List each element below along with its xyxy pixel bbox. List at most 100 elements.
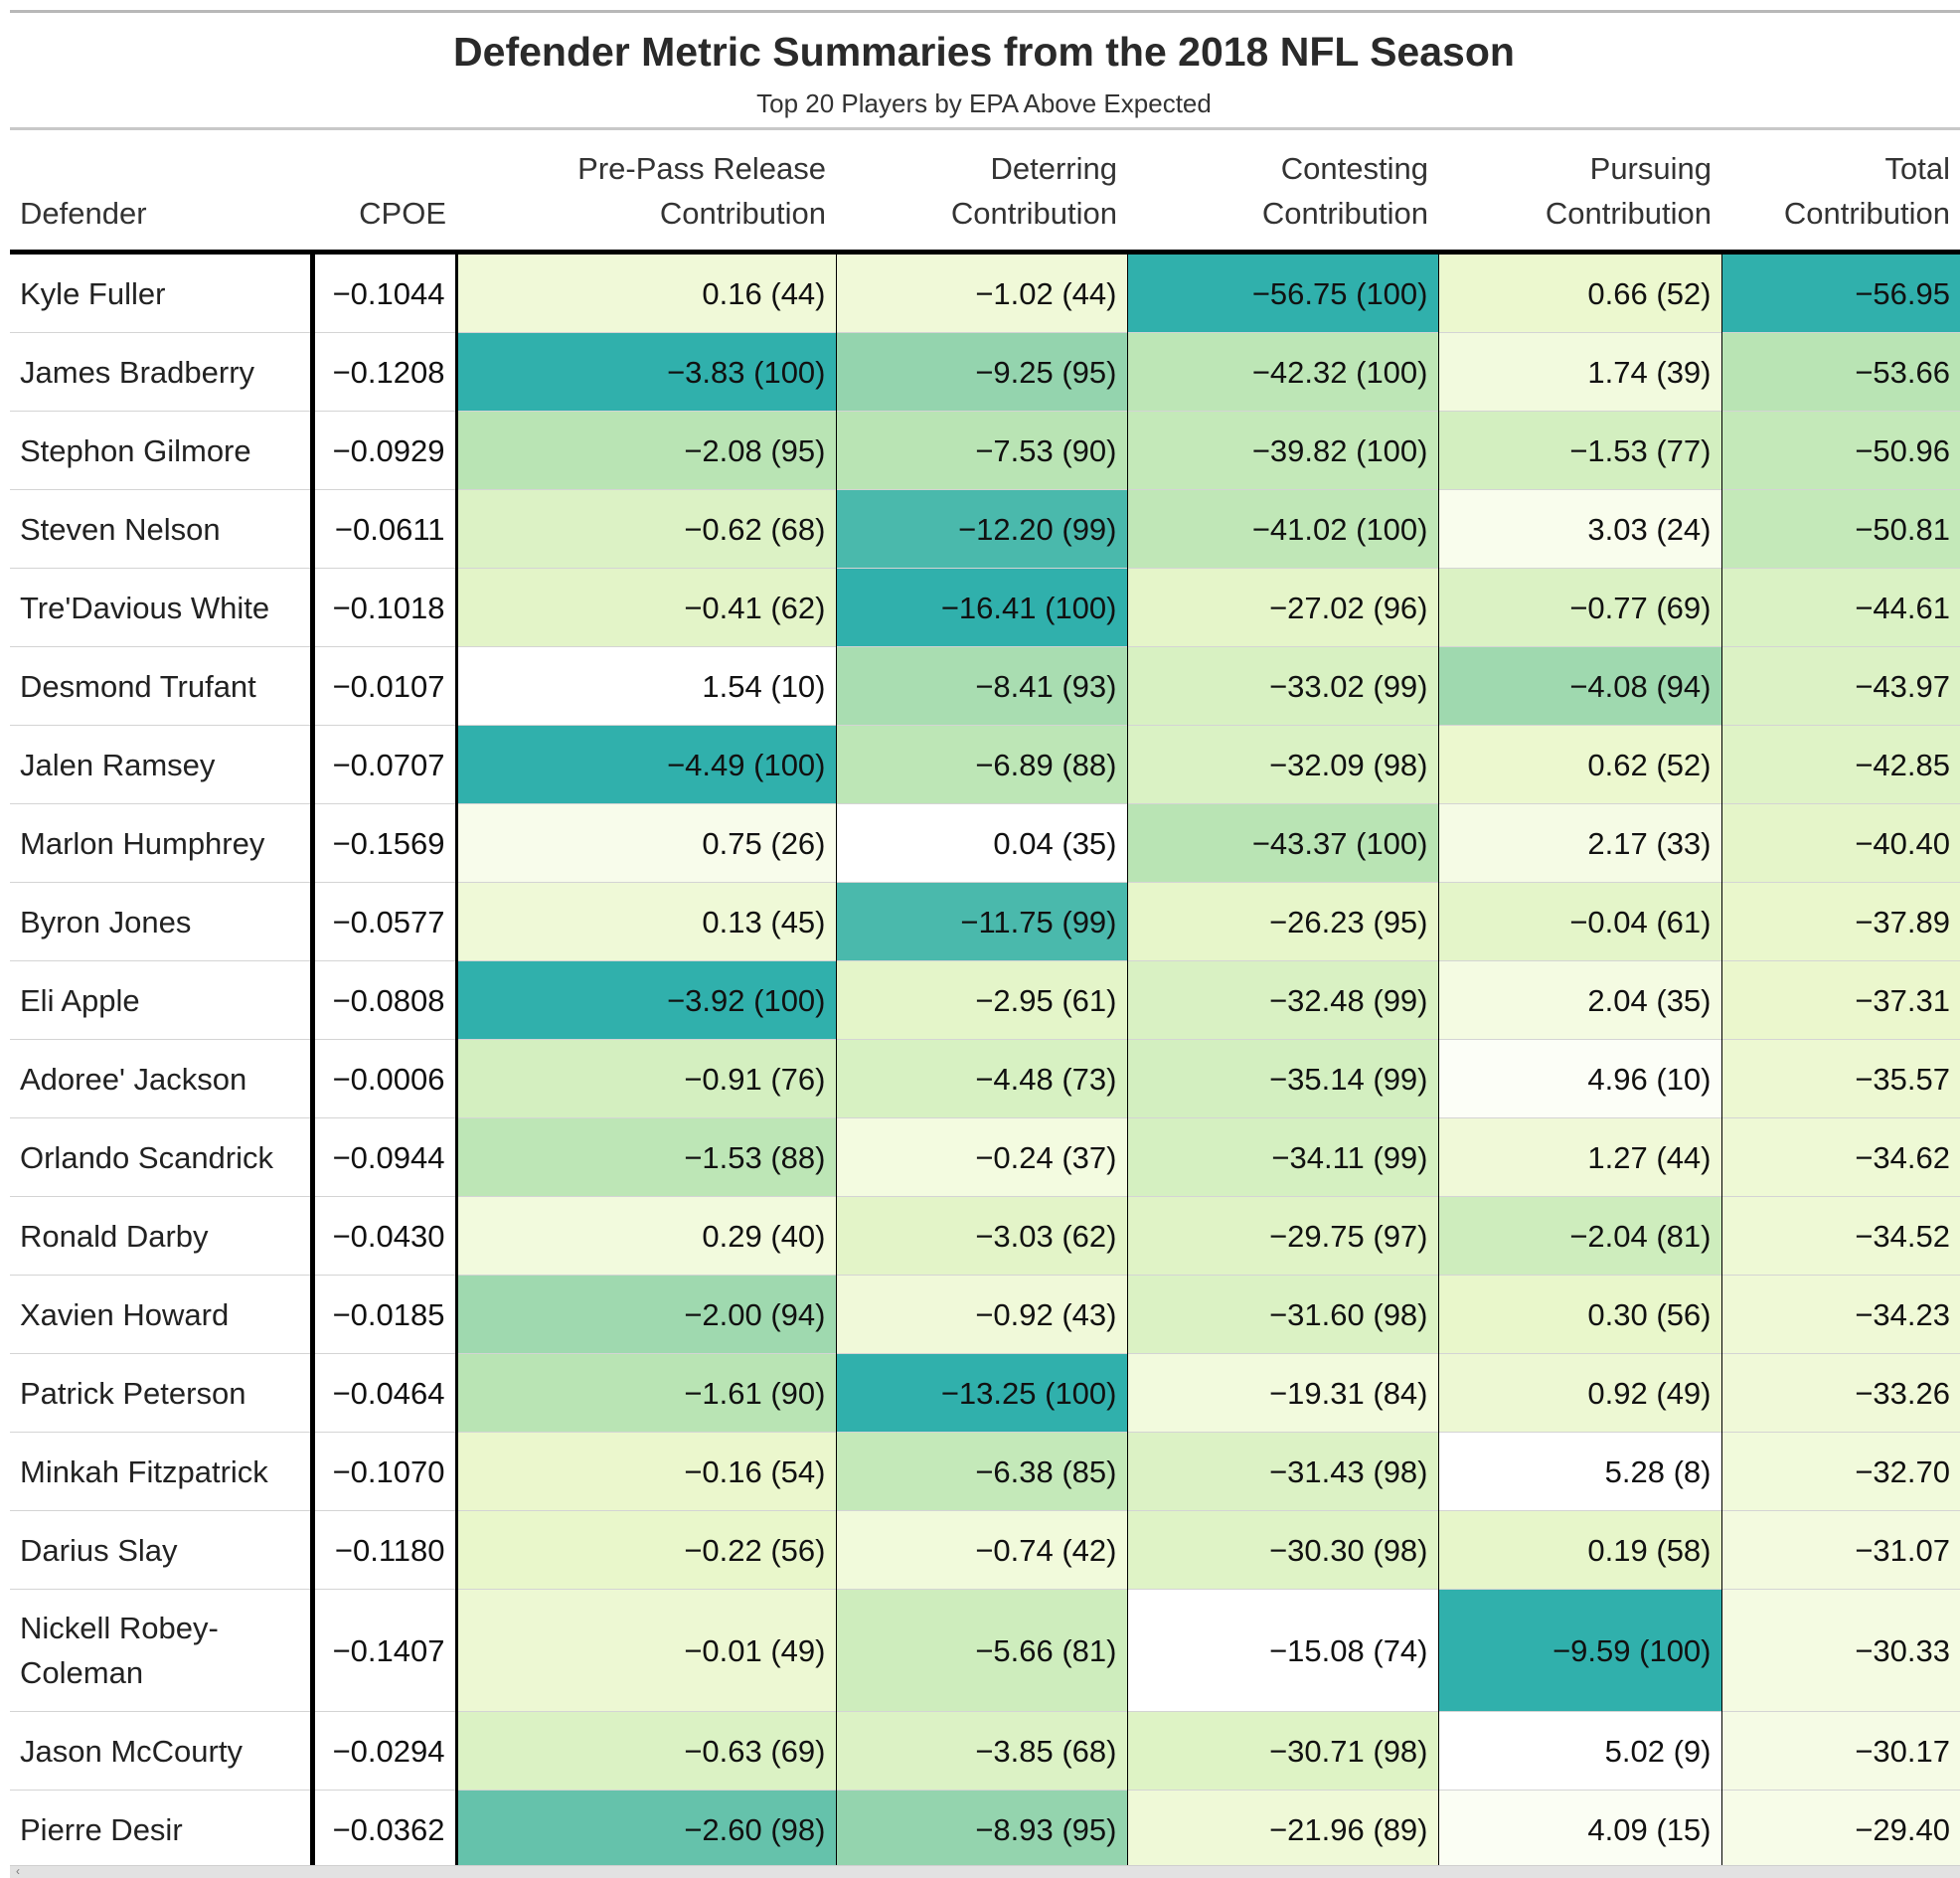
cell-cpoe: −0.0294 <box>312 1711 458 1791</box>
table-row[interactable]: Eli Apple −0.0808 −3.92 (100) −2.95 (61) −32… <box>10 960 1960 1040</box>
cell-total: −34.52 <box>1721 1196 1960 1276</box>
cell-cpoe: −0.1569 <box>312 803 458 883</box>
cell-pursuing: 2.04 (35) <box>1438 960 1722 1040</box>
cell-contesting: −26.23 (95) <box>1127 882 1439 961</box>
cell-defender: James Bradberry <box>10 332 315 412</box>
table-row[interactable]: Pierre Desir −0.0362 −2.60 (98) −8.93 (95) −… <box>10 1790 1960 1868</box>
cell-defender: Ronald Darby <box>10 1196 315 1276</box>
table-row[interactable]: Nickell Robey-Coleman −0.1407 −0.01 (49) −5… <box>10 1589 1960 1712</box>
cell-contesting: −34.11 (99) <box>1127 1117 1439 1197</box>
cell-pursuing: 2.17 (33) <box>1438 803 1722 883</box>
column-header-contesting-line1: Contesting <box>1280 151 1428 186</box>
column-header-pursuing-line2: Contribution <box>1545 196 1712 231</box>
cell-cpoe: −0.0430 <box>312 1196 458 1276</box>
table-row[interactable]: Jason McCourty −0.0294 −0.63 (69) −3.85 (68… <box>10 1711 1960 1791</box>
cell-cpoe: −0.1180 <box>312 1510 458 1590</box>
table-row[interactable]: Byron Jones −0.0577 0.13 (45) −11.75 (99) −2… <box>10 882 1960 961</box>
table-row[interactable]: Orlando Scandrick −0.0944 −1.53 (88) −0.24 … <box>10 1117 1960 1197</box>
cell-pursuing: 5.02 (9) <box>1438 1711 1722 1791</box>
table-row[interactable]: Tre'Davious White −0.1018 −0.41 (62) −16.41… <box>10 568 1960 647</box>
cell-cpoe: −0.0929 <box>312 411 458 490</box>
table-row[interactable]: Kyle Fuller −0.1044 0.16 (44) −1.02 (44) −56… <box>10 252 1960 333</box>
cell-deterring: −0.24 (37) <box>836 1117 1128 1197</box>
cell-pursuing: −0.04 (61) <box>1438 882 1722 961</box>
cell-total: −30.17 <box>1721 1711 1960 1791</box>
cell-deterring: −16.41 (100) <box>836 568 1128 647</box>
header-row: Defender CPOE Pre-Pass Release Contributi… <box>10 130 1960 255</box>
table-row[interactable]: Minkah Fitzpatrick −0.1070 −0.16 (54) −6.38… <box>10 1432 1960 1511</box>
column-header-cpoe[interactable]: CPOE <box>312 130 456 255</box>
cell-prepass: −2.60 (98) <box>456 1790 837 1868</box>
cell-contesting: −31.60 (98) <box>1127 1275 1439 1354</box>
cell-contesting: −43.37 (100) <box>1127 803 1439 883</box>
cell-defender: Darius Slay <box>10 1510 315 1590</box>
horizontal-scrollbar[interactable] <box>10 1865 1960 1878</box>
cell-cpoe: −0.0808 <box>312 960 458 1040</box>
cell-cpoe: −0.1407 <box>312 1589 458 1712</box>
cell-total: −33.26 <box>1721 1353 1960 1433</box>
table-row[interactable]: Stephon Gilmore −0.0929 −2.08 (95) −7.53 (9… <box>10 411 1960 490</box>
table-row[interactable]: Steven Nelson −0.0611 −0.62 (68) −12.20 (99… <box>10 489 1960 569</box>
column-header-contesting[interactable]: Contesting Contribution <box>1127 130 1438 255</box>
cell-contesting: −39.82 (100) <box>1127 411 1439 490</box>
cell-defender: Minkah Fitzpatrick <box>10 1432 315 1511</box>
cell-prepass: −0.91 (76) <box>456 1039 837 1118</box>
cell-cpoe: −0.0107 <box>312 646 458 726</box>
cell-total: −31.07 <box>1721 1510 1960 1590</box>
cell-prepass: −0.16 (54) <box>456 1432 837 1511</box>
cell-prepass: −4.49 (100) <box>456 725 837 804</box>
cell-pursuing: 0.19 (58) <box>1438 1510 1722 1590</box>
cell-cpoe: −0.0707 <box>312 725 458 804</box>
cell-pursuing: −0.77 (69) <box>1438 568 1722 647</box>
cell-defender: Jalen Ramsey <box>10 725 315 804</box>
cell-prepass: 1.54 (10) <box>456 646 837 726</box>
cell-defender: Orlando Scandrick <box>10 1117 315 1197</box>
table-subtitle: Top 20 Players by EPA Above Expected <box>756 88 1212 118</box>
table-row[interactable]: James Bradberry −0.1208 −3.83 (100) −9.25 (… <box>10 332 1960 412</box>
cell-deterring: −5.66 (81) <box>836 1589 1128 1712</box>
cell-deterring: −7.53 (90) <box>836 411 1128 490</box>
cell-pursuing: 5.28 (8) <box>1438 1432 1722 1511</box>
cell-cpoe: −0.1018 <box>312 568 458 647</box>
cell-contesting: −56.75 (100) <box>1127 252 1439 333</box>
table-row[interactable]: Xavien Howard −0.0185 −2.00 (94) −0.92 (43)… <box>10 1275 1960 1354</box>
cell-total: −37.89 <box>1721 882 1960 961</box>
table-row[interactable]: Ronald Darby −0.0430 0.29 (40) −3.03 (62) −2… <box>10 1196 1960 1276</box>
cell-total: −29.40 <box>1721 1790 1960 1868</box>
cell-pursuing: 1.74 (39) <box>1438 332 1722 412</box>
column-header-prepass[interactable]: Pre-Pass Release Contribution <box>456 130 836 255</box>
cell-prepass: 0.13 (45) <box>456 882 837 961</box>
table-row[interactable]: Desmond Trufant −0.0107 1.54 (10) −8.41 (93… <box>10 646 1960 726</box>
cell-deterring: −4.48 (73) <box>836 1039 1128 1118</box>
cell-prepass: 0.16 (44) <box>456 252 837 333</box>
table-row[interactable]: Patrick Peterson −0.0464 −1.61 (90) −13.25 … <box>10 1353 1960 1433</box>
cell-prepass: 0.29 (40) <box>456 1196 837 1276</box>
cell-cpoe: −0.0577 <box>312 882 458 961</box>
cell-contesting: −27.02 (96) <box>1127 568 1439 647</box>
cell-cpoe: −0.0185 <box>312 1275 458 1354</box>
cell-total: −34.23 <box>1721 1275 1960 1354</box>
cell-pursuing: 1.27 (44) <box>1438 1117 1722 1197</box>
cell-total: −42.85 <box>1721 725 1960 804</box>
table-row[interactable]: Adoree' Jackson −0.0006 −0.91 (76) −4.48 (7… <box>10 1039 1960 1118</box>
cell-defender: Xavien Howard <box>10 1275 315 1354</box>
cell-deterring: −8.93 (95) <box>836 1790 1128 1868</box>
column-header-total[interactable]: Total Contribution <box>1721 130 1960 255</box>
cell-pursuing: −9.59 (100) <box>1438 1589 1722 1712</box>
table-row[interactable]: Marlon Humphrey −0.1569 0.75 (26) 0.04 (35)… <box>10 803 1960 883</box>
column-header-deterring-line2: Contribution <box>950 196 1117 231</box>
cell-defender: Desmond Trufant <box>10 646 315 726</box>
column-header-prepass-line1: Pre-Pass Release <box>577 151 826 186</box>
column-header-pursuing[interactable]: Pursuing Contribution <box>1438 130 1721 255</box>
cell-deterring: −6.89 (88) <box>836 725 1128 804</box>
cell-contesting: −35.14 (99) <box>1127 1039 1439 1118</box>
chevron-left-icon[interactable]: ‹ <box>16 1864 20 1878</box>
table-row[interactable]: Jalen Ramsey −0.0707 −4.49 (100) −6.89 (88)… <box>10 725 1960 804</box>
cell-deterring: −1.02 (44) <box>836 252 1128 333</box>
cell-contesting: −32.09 (98) <box>1127 725 1439 804</box>
column-header-deterring[interactable]: Deterring Contribution <box>836 130 1127 255</box>
table-row[interactable]: Darius Slay −0.1180 −0.22 (56) −0.74 (42) −3… <box>10 1510 1960 1590</box>
column-header-defender[interactable]: Defender <box>10 130 312 255</box>
cell-defender: Patrick Peterson <box>10 1353 315 1433</box>
